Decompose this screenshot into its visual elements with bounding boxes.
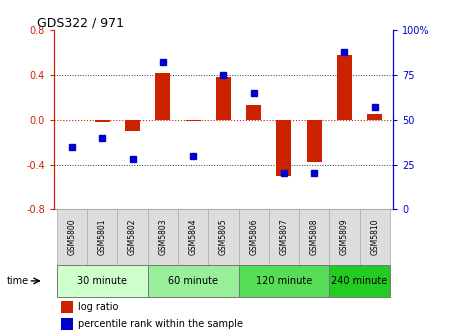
Bar [61, 318, 73, 330]
Bar [276, 120, 291, 176]
Text: 120 minute: 120 minute [256, 276, 312, 286]
Bar [87, 209, 118, 265]
Text: GSM5807: GSM5807 [279, 219, 288, 255]
Bar [299, 209, 329, 265]
Bar [57, 209, 87, 265]
Bar [367, 114, 382, 120]
Text: GSM5808: GSM5808 [310, 219, 319, 255]
Text: GSM5806: GSM5806 [249, 219, 258, 255]
Text: GSM5802: GSM5802 [128, 219, 137, 255]
Bar [178, 209, 208, 265]
Bar [269, 209, 299, 265]
Bar [148, 265, 238, 297]
Bar [238, 265, 329, 297]
Bar [216, 77, 231, 120]
Text: time: time [6, 276, 28, 286]
Bar [337, 55, 352, 120]
Text: percentile rank within the sample: percentile rank within the sample [78, 319, 242, 329]
Bar [148, 209, 178, 265]
Text: log ratio: log ratio [78, 302, 118, 312]
Bar [307, 120, 322, 162]
Text: 240 minute: 240 minute [331, 276, 387, 286]
Text: GSM5803: GSM5803 [158, 219, 167, 255]
Text: GSM5800: GSM5800 [67, 219, 76, 255]
Bar [246, 105, 261, 120]
Text: GDS322 / 971: GDS322 / 971 [37, 16, 124, 29]
Text: GSM5801: GSM5801 [98, 219, 107, 255]
Text: GSM5810: GSM5810 [370, 219, 379, 255]
Bar [329, 265, 390, 297]
Text: GSM5805: GSM5805 [219, 219, 228, 255]
Bar [360, 209, 390, 265]
Text: 30 minute: 30 minute [77, 276, 128, 286]
Text: GSM5804: GSM5804 [189, 219, 198, 255]
Bar [329, 209, 360, 265]
Bar [61, 301, 73, 313]
Text: 60 minute: 60 minute [168, 276, 218, 286]
Bar [238, 209, 269, 265]
Bar [155, 73, 171, 120]
Bar [118, 209, 148, 265]
Bar [185, 120, 201, 121]
Bar [57, 265, 148, 297]
Bar [95, 120, 110, 122]
Bar [125, 120, 140, 131]
Bar [208, 209, 238, 265]
Text: GSM5809: GSM5809 [340, 219, 349, 255]
